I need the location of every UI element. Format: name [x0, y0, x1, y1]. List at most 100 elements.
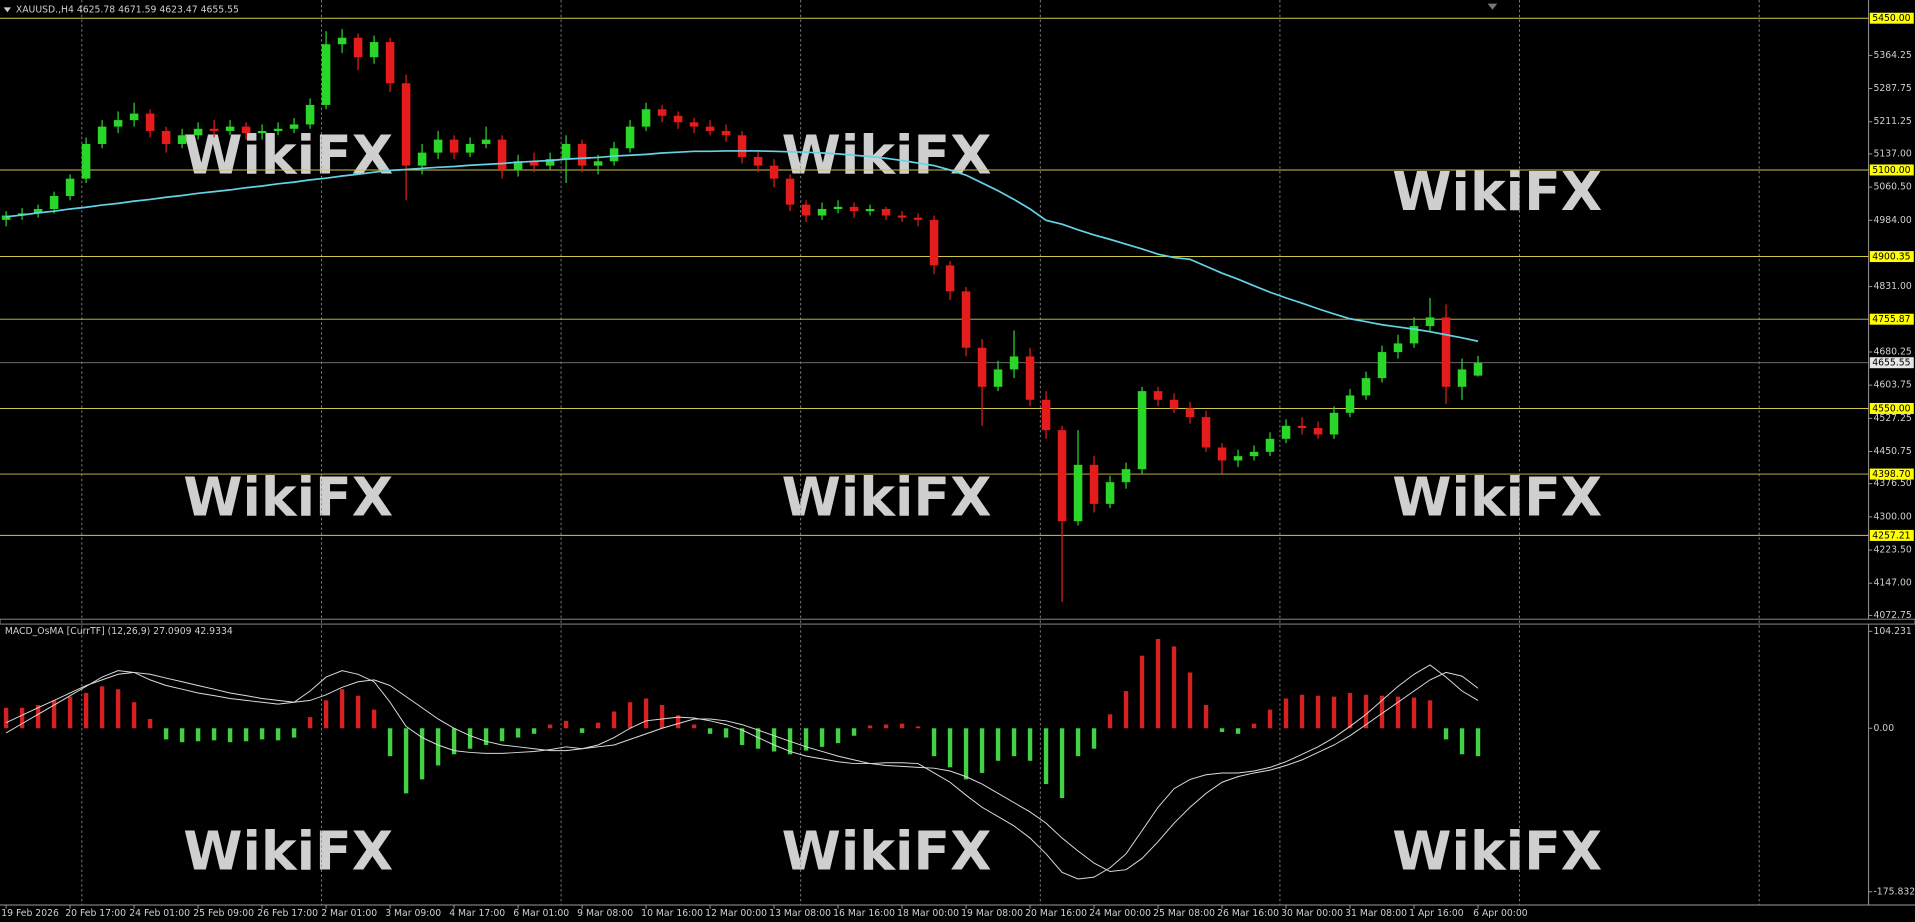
osma-bar — [1027, 728, 1033, 761]
watermark: WikiFX — [183, 465, 393, 528]
osma-bar — [1363, 694, 1369, 729]
osma-bar — [931, 728, 937, 757]
x-tick-label: 3 Mar 09:00 — [385, 908, 441, 919]
candle-body — [305, 104, 315, 125]
osma-bar — [643, 698, 649, 729]
watermark: WikiFX — [782, 820, 992, 883]
candle-body — [1121, 469, 1131, 483]
y-tick-label: 5287.75 — [1873, 83, 1911, 94]
candle-body — [753, 156, 763, 166]
level-label-box — [1869, 468, 1914, 480]
y-tick-label: 4376.50 — [1873, 478, 1911, 489]
candle-body — [433, 139, 443, 153]
watermark: WikiFX — [1392, 160, 1602, 223]
osma-bar — [547, 724, 553, 729]
candle-body — [257, 130, 267, 134]
osma-bar — [211, 728, 217, 741]
osma-bar — [707, 728, 713, 734]
osma-bar — [963, 728, 969, 780]
y-tick-label: 4831.00 — [1873, 281, 1911, 292]
watermark: WikiFX — [183, 123, 393, 186]
candle-body — [1057, 430, 1067, 522]
candle-body — [1, 215, 11, 220]
osma-bar — [1379, 695, 1385, 729]
candle-body — [577, 143, 587, 166]
osma-bar — [595, 722, 601, 729]
watermark: WikiFX — [183, 820, 393, 883]
candle-body — [881, 209, 891, 216]
osma-bar — [483, 728, 489, 746]
y-tick-label: 4300.00 — [1873, 511, 1911, 522]
candle-body — [465, 143, 475, 153]
x-tick-label: 19 Mar 08:00 — [961, 908, 1023, 919]
candle-body — [1169, 399, 1179, 409]
osma-bar — [835, 728, 841, 744]
candle-body — [641, 109, 651, 127]
level-label-box — [1869, 12, 1914, 24]
indicator-title: MACD_OsMA [CurrTF] (12,26,9) 27.0909 42.… — [5, 626, 233, 637]
osma-bar — [1251, 723, 1257, 729]
y-tick-label: 4984.00 — [1873, 215, 1911, 226]
candle-body — [1009, 356, 1019, 370]
candle-body — [337, 37, 347, 45]
osma-bar — [771, 728, 777, 752]
osma-bar — [755, 728, 761, 749]
osma-bar — [1283, 698, 1289, 729]
candle-body — [1377, 352, 1387, 379]
y-tick-label: 104.231 — [1873, 626, 1911, 637]
osma-bar — [579, 728, 585, 733]
osma-bar — [1235, 728, 1241, 734]
osma-bar — [227, 728, 233, 743]
x-tick-label: 12 Mar 00:00 — [705, 908, 767, 919]
osma-bar — [19, 707, 25, 729]
osma-bar — [627, 702, 633, 729]
candle-body — [689, 122, 699, 127]
y-tick-label: 4527.25 — [1873, 413, 1911, 424]
level-label: 5450.00 — [1872, 13, 1910, 24]
osma-bar — [723, 728, 729, 738]
osma-bar — [1395, 696, 1401, 729]
x-tick-label: 13 Mar 08:00 — [769, 908, 831, 919]
x-tick-label: 2 Mar 01:00 — [321, 908, 377, 919]
candle-body — [161, 130, 171, 144]
osma-bar — [1315, 695, 1321, 729]
candle-body — [273, 128, 283, 131]
osma-bar — [851, 728, 857, 736]
x-tick-label: 1 Apr 16:00 — [1409, 908, 1464, 919]
candle-body — [1185, 408, 1195, 418]
candle-body — [1425, 317, 1435, 327]
osma-bar — [1299, 694, 1305, 729]
candle-body — [1217, 447, 1227, 461]
candle-body — [33, 209, 43, 214]
candle-body — [1329, 412, 1339, 435]
level-label: 4398.70 — [1872, 469, 1910, 480]
osma-bar — [1043, 728, 1049, 785]
candle-body — [1025, 356, 1035, 400]
candle-body — [1473, 362, 1483, 376]
candle-body — [1409, 326, 1419, 344]
x-tick-label: 24 Mar 00:00 — [1089, 908, 1151, 919]
osma-bar — [803, 728, 809, 751]
osma-bar — [275, 728, 281, 741]
osma-bar — [243, 728, 249, 742]
candle-body — [513, 161, 523, 170]
macd-line — [5, 664, 1479, 880]
candle-body — [417, 152, 427, 166]
osma-bar — [1107, 714, 1113, 729]
candle-body — [785, 178, 795, 205]
osma-bar — [1219, 728, 1225, 732]
level-label: 4550.00 — [1872, 403, 1910, 414]
osma-bar — [979, 728, 985, 773]
x-tick-label: 20 Mar 16:00 — [1025, 908, 1087, 919]
osma-bar — [819, 728, 825, 747]
candle-body — [1153, 391, 1163, 400]
osma-bar — [3, 707, 9, 729]
osma-bar — [339, 689, 345, 729]
candle-body — [1281, 425, 1291, 439]
candle-body — [449, 139, 459, 153]
chart-title: XAUUSD.,H4 4625.78 4671.59 4623.47 4655.… — [16, 4, 239, 15]
osma-bar — [1091, 728, 1097, 749]
candle-body — [65, 178, 75, 196]
